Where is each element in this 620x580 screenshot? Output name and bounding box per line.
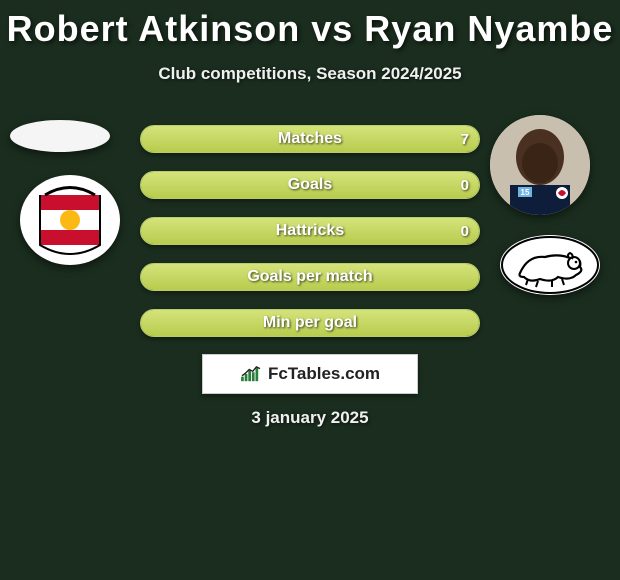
- svg-text:15: 15: [521, 188, 530, 197]
- page-title: Robert Atkinson vs Ryan Nyambe: [0, 0, 620, 50]
- page-subtitle: Club competitions, Season 2024/2025: [0, 64, 620, 84]
- bar-min-per-goal: Min per goal: [140, 309, 480, 337]
- player-right-avatar: 15: [490, 115, 590, 215]
- player-right-portrait-icon: 15: [490, 115, 590, 215]
- bar-goals: Goals 0: [140, 171, 480, 199]
- stats-bars: Matches 7 Goals 0 Hattricks 0 Goals per …: [140, 125, 480, 355]
- bar-matches: Matches 7: [140, 125, 480, 153]
- bristol-crest-icon: [20, 175, 120, 265]
- bar-right-fill: [141, 218, 479, 244]
- club-left-crest: [20, 175, 120, 265]
- bar-value-right: 7: [461, 126, 469, 152]
- player-left-avatar: [10, 120, 110, 152]
- bar-right-fill: [141, 264, 479, 290]
- bar-goals-per-match: Goals per match: [140, 263, 480, 291]
- infographic-date: 3 january 2025: [0, 408, 620, 428]
- brand-text: FcTables.com: [268, 364, 380, 384]
- bar-right-fill: [141, 126, 479, 152]
- bar-value-right: 0: [461, 218, 469, 244]
- bar-value-right: 0: [461, 172, 469, 198]
- club-right-crest: [500, 235, 600, 295]
- brand-box[interactable]: FcTables.com: [202, 354, 418, 394]
- bar-hattricks: Hattricks 0: [140, 217, 480, 245]
- bar-right-fill: [141, 310, 479, 336]
- fctables-logo-icon: [240, 365, 262, 383]
- derby-ram-icon: [500, 235, 600, 295]
- bar-right-fill: [141, 172, 479, 198]
